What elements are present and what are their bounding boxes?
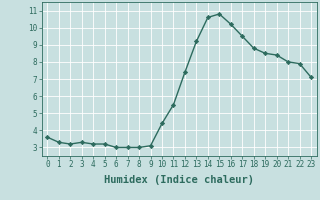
X-axis label: Humidex (Indice chaleur): Humidex (Indice chaleur) <box>104 175 254 185</box>
